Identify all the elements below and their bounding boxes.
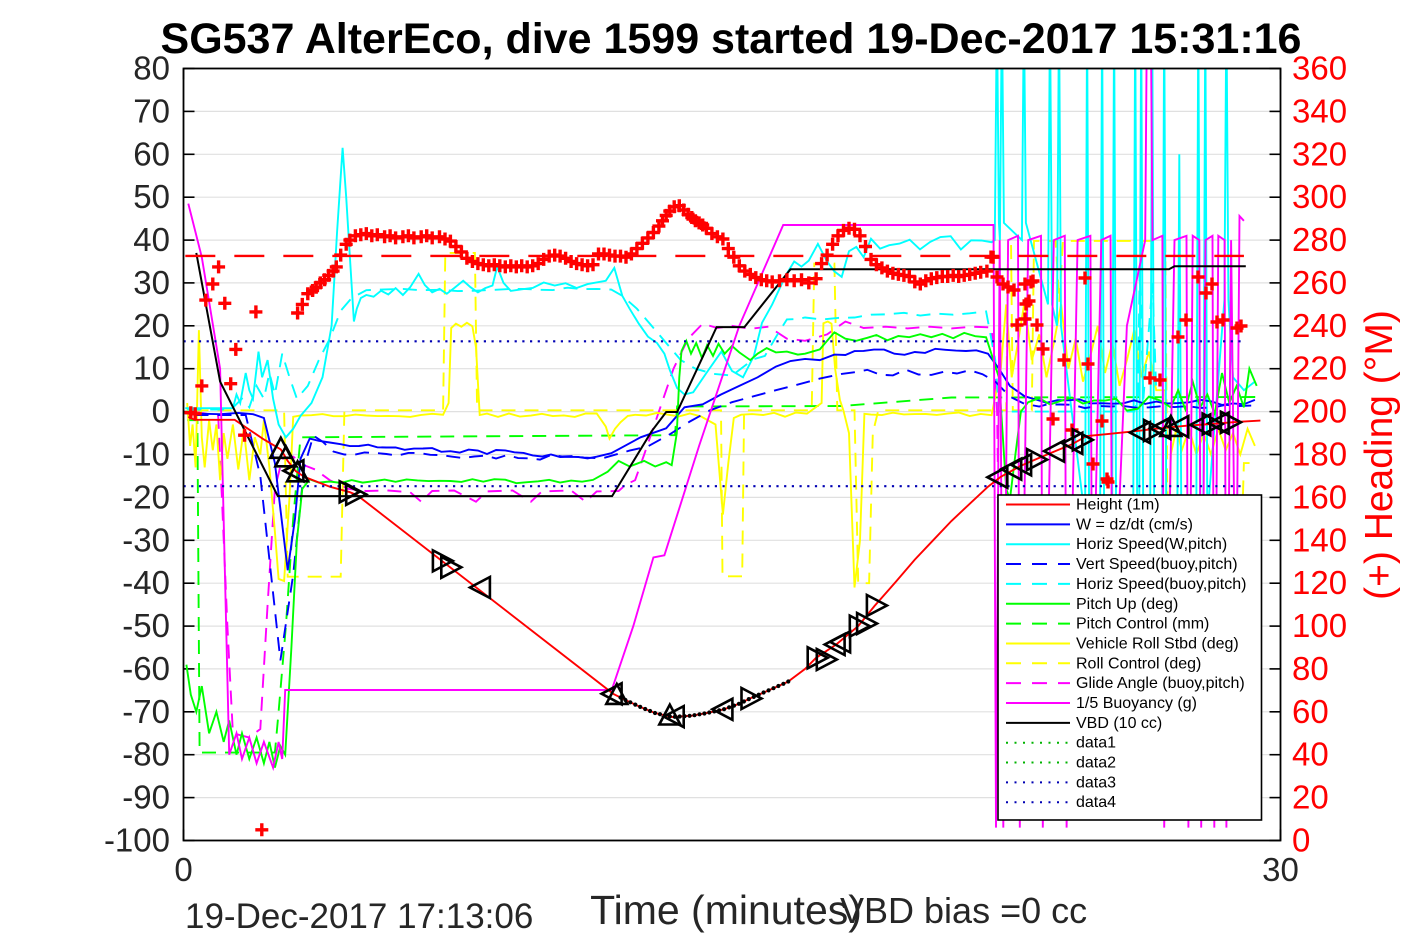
- svg-text:-90: -90: [122, 779, 170, 816]
- svg-text:100: 100: [1292, 607, 1347, 644]
- svg-text:20: 20: [1292, 779, 1329, 816]
- svg-text:120: 120: [1292, 564, 1347, 601]
- svg-text:-20: -20: [122, 478, 170, 515]
- svg-text:0: 0: [1292, 822, 1310, 859]
- svg-text:Pitch Up (deg): Pitch Up (deg): [1076, 596, 1178, 613]
- svg-text:-10: -10: [122, 436, 170, 473]
- svg-text:240: 240: [1292, 307, 1347, 344]
- svg-text:19-Dec-2017 17:13:06: 19-Dec-2017 17:13:06: [185, 897, 533, 936]
- svg-text:SG537 AlterEco, dive 1599 star: SG537 AlterEco, dive 1599 started 19-Dec…: [161, 15, 1302, 63]
- svg-text:Vert Speed(buoy,pitch): Vert Speed(buoy,pitch): [1076, 556, 1238, 573]
- svg-text:Time (minutes): Time (minutes): [590, 887, 862, 933]
- svg-text:0: 0: [174, 851, 192, 888]
- svg-text:-70: -70: [122, 693, 170, 730]
- svg-text:Horiz Speed(W,pitch): Horiz Speed(W,pitch): [1076, 536, 1227, 553]
- svg-text:30: 30: [133, 264, 170, 301]
- svg-text:220: 220: [1292, 350, 1347, 387]
- svg-text:-30: -30: [122, 521, 170, 558]
- svg-text:Horiz Speed(buoy,pitch): Horiz Speed(buoy,pitch): [1076, 576, 1246, 593]
- svg-text:60: 60: [1292, 693, 1329, 730]
- svg-text:Pitch Control (mm): Pitch Control (mm): [1076, 616, 1209, 633]
- svg-text:40: 40: [1292, 736, 1329, 773]
- svg-text:1/5 Buoyancy (g): 1/5 Buoyancy (g): [1076, 695, 1197, 712]
- svg-text:280: 280: [1292, 221, 1347, 258]
- svg-text:-100: -100: [104, 822, 170, 859]
- svg-text:VBD bias =0 cc: VBD bias =0 cc: [840, 890, 1087, 931]
- svg-text:Height (1m): Height (1m): [1076, 497, 1160, 514]
- svg-text:Glide Angle (buoy,pitch): Glide Angle (buoy,pitch): [1076, 675, 1245, 692]
- svg-text:-50: -50: [122, 607, 170, 644]
- svg-text:Roll Control (deg): Roll Control (deg): [1076, 655, 1201, 672]
- svg-text:data3: data3: [1076, 774, 1116, 791]
- svg-text:20: 20: [133, 307, 170, 344]
- svg-text:340: 340: [1292, 92, 1347, 129]
- svg-text:10: 10: [133, 350, 170, 387]
- svg-text:data2: data2: [1076, 755, 1116, 772]
- svg-text:40: 40: [133, 221, 170, 258]
- svg-text:-80: -80: [122, 736, 170, 773]
- svg-text:-60: -60: [122, 650, 170, 687]
- svg-text:140: 140: [1292, 521, 1347, 558]
- svg-text:70: 70: [133, 92, 170, 129]
- svg-text:160: 160: [1292, 478, 1347, 515]
- svg-text:80: 80: [1292, 650, 1329, 687]
- svg-text:data1: data1: [1076, 735, 1116, 752]
- svg-text:VBD (10 cc): VBD (10 cc): [1076, 715, 1162, 732]
- svg-text:60: 60: [133, 135, 170, 172]
- svg-text:320: 320: [1292, 135, 1347, 172]
- svg-text:W = dz/dt (cm/s): W = dz/dt (cm/s): [1076, 516, 1193, 533]
- svg-text:80: 80: [133, 50, 170, 87]
- svg-text:0: 0: [152, 393, 170, 430]
- svg-text:300: 300: [1292, 178, 1347, 215]
- svg-text:260: 260: [1292, 264, 1347, 301]
- svg-text:180: 180: [1292, 436, 1347, 473]
- svg-text:data4: data4: [1076, 794, 1116, 811]
- svg-text:200: 200: [1292, 393, 1347, 430]
- svg-text:(+) Heading (°M): (+) Heading (°M): [1358, 310, 1401, 600]
- svg-text:360: 360: [1292, 50, 1347, 87]
- svg-text:30: 30: [1262, 851, 1299, 888]
- svg-text:Vehicle Roll Stbd (deg): Vehicle Roll Stbd (deg): [1076, 636, 1239, 653]
- svg-text:-40: -40: [122, 564, 170, 601]
- svg-text:50: 50: [133, 178, 170, 215]
